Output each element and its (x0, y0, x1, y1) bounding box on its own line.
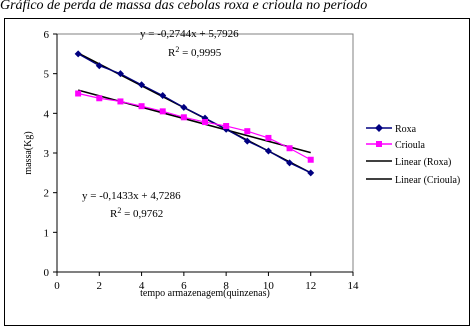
x-tick-label: 0 (54, 280, 60, 292)
y-tick-label: 3 (44, 148, 50, 160)
data-point-crioula (96, 95, 103, 102)
x-axis-title: tempo armazenagem(quinzenas) (140, 288, 270, 299)
x-tick-label: 8 (223, 280, 229, 292)
y-tick-label: 1 (44, 227, 50, 239)
data-point-roxa (180, 103, 188, 111)
legend-label-roxa: Roxa (395, 124, 417, 135)
x-tick-label: 6 (181, 280, 187, 292)
y-axis-title: massa(Kg) (23, 131, 34, 174)
chart-title: Gráfico de perda de massa das cebolas ro… (0, 0, 368, 13)
data-point-crioula (223, 123, 230, 130)
y-tick-label: 4 (44, 108, 50, 120)
x-tick-label: 14 (348, 280, 360, 292)
data-point-roxa (95, 62, 103, 70)
r2-roxa-text: R2 = 0,9995 (168, 45, 222, 59)
legend-item-crioula: Crioula (366, 140, 426, 151)
data-point-crioula (138, 103, 145, 110)
plot-area-border (56, 33, 354, 273)
r2-crioula-text: R2 = 0,9762 (110, 206, 163, 220)
data-point-crioula (265, 134, 272, 141)
x-tick-label: 2 (97, 280, 103, 292)
x-tick-label: 10 (263, 280, 275, 292)
series-line-crioula (78, 92, 312, 161)
data-point-crioula (202, 119, 208, 126)
chart-frame (4, 18, 470, 326)
legend-label-linear-roxa: Linear (Roxa) (395, 157, 451, 168)
x-tick-label: 12 (305, 280, 316, 292)
x-tick-label: 4 (139, 280, 145, 292)
data-point-roxa (243, 137, 251, 145)
legend: Roxa Crioula Linear (Roxa) Linear (Criou… (366, 124, 460, 186)
legend-item-linear-roxa: Linear (Roxa) (366, 157, 451, 168)
r2-roxa-sup: 2 (175, 45, 179, 54)
data-point-crioula (75, 90, 82, 97)
series-line-roxa (77, 53, 311, 174)
data-point-crioula (180, 114, 187, 121)
data-point-roxa (264, 147, 272, 155)
r2-roxa-value: = 0,9995 (179, 47, 221, 59)
plot-area (56, 33, 354, 273)
equation-roxa-text: y = -0,2744x + 5,7926 (140, 28, 239, 40)
data-point-crioula (159, 108, 166, 115)
data-point-crioula (286, 145, 293, 152)
r2-crioula-sup: 2 (117, 206, 121, 215)
legend-label-crioula: Crioula (395, 140, 426, 151)
data-point-roxa (138, 81, 146, 89)
legend-item-roxa: Roxa (366, 124, 417, 135)
y-tick-label: 0 (44, 267, 50, 279)
equation-roxa: y = -0,2744x + 5,7926 R2 = 0,9995 (140, 28, 239, 59)
data-point-roxa (74, 50, 82, 58)
data-point-crioula (307, 156, 314, 163)
y-tick-label: 2 (44, 188, 50, 200)
data-point-roxa (159, 91, 167, 99)
r2-crioula-value: = 0,9762 (121, 208, 163, 220)
equation-crioula: y = -0,1433x + 4,7286 R2 = 0,9762 (82, 190, 181, 220)
data-point-crioula (117, 98, 124, 105)
y-tick-label: 6 (44, 29, 50, 41)
series-group (74, 50, 315, 177)
legend-label-linear-crioula: Linear (Crioula) (395, 175, 460, 186)
legend-item-linear-crioula: Linear (Crioula) (366, 175, 460, 186)
equation-crioula-text: y = -0,1433x + 4,7286 (82, 190, 181, 202)
r2-crioula-label: R (110, 208, 118, 220)
y-tick-label: 5 (44, 69, 50, 81)
data-point-crioula (244, 128, 251, 135)
data-point-roxa (307, 169, 315, 177)
r2-roxa-label: R (168, 47, 176, 59)
data-point-roxa (286, 159, 294, 167)
trendline-crioula (77, 89, 311, 154)
data-point-roxa (116, 70, 124, 78)
